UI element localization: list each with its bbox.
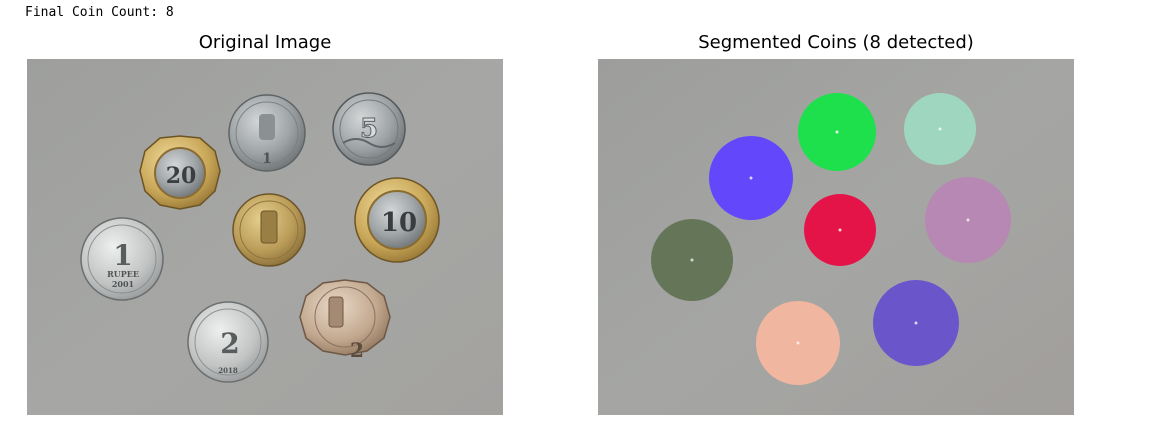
original-image: 1 5 20 10 1 bbox=[27, 59, 503, 415]
console-output-prefix: Final Coin Count: bbox=[25, 5, 166, 20]
coin-10-bimetal: 10 bbox=[354, 177, 440, 263]
coin-2-rupee-label: 2 bbox=[220, 327, 239, 360]
coin-5-steel-label: 5 bbox=[360, 114, 378, 144]
coin-20-label: 20 bbox=[166, 163, 197, 189]
coin-10-label: 10 bbox=[381, 208, 417, 238]
segment-mask-5 bbox=[925, 177, 1011, 263]
coin-2-scalloped: 2 bbox=[299, 279, 391, 362]
segment-mask-8 bbox=[756, 301, 840, 385]
segment-mask-4 bbox=[804, 194, 876, 266]
segment-mask-2 bbox=[904, 93, 976, 165]
segmented-image bbox=[598, 59, 1074, 415]
coin-20-bimetal: 20 bbox=[139, 135, 221, 210]
coin-2-rupee-2018: 2 2018 bbox=[187, 301, 269, 383]
coin-1-rupee-label: 1 bbox=[113, 239, 132, 272]
segmented-image-title: Segmented Coins (8 detected) bbox=[698, 32, 974, 53]
original-image-panel: 1 5 20 10 1 bbox=[27, 59, 503, 415]
coin-count-value: 8 bbox=[165, 5, 174, 20]
console-output: Final Coin Count: 8 bbox=[25, 5, 174, 20]
coin-1-steel-label: 1 bbox=[262, 151, 272, 167]
coin-1-steel: 1 bbox=[228, 94, 306, 172]
segment-mask-6 bbox=[651, 219, 733, 301]
coin-1-rupee-sublabel: RUPEE bbox=[107, 269, 139, 279]
coin-2-rupee-year: 2018 bbox=[218, 366, 238, 375]
original-image-title: Original Image bbox=[198, 32, 332, 53]
coin-brass-small bbox=[232, 193, 306, 267]
segment-mask-7 bbox=[873, 280, 959, 366]
coin-1-rupee-2001: 1 RUPEE 2001 bbox=[80, 217, 164, 301]
coin-2-scalloped-label: 2 bbox=[350, 338, 364, 362]
segment-mask-1 bbox=[798, 93, 876, 171]
coin-1-rupee-year: 2001 bbox=[112, 279, 134, 289]
coin-5-steel: 5 bbox=[332, 92, 406, 166]
segment-mask-3 bbox=[709, 136, 793, 220]
segmented-image-panel bbox=[598, 59, 1074, 415]
